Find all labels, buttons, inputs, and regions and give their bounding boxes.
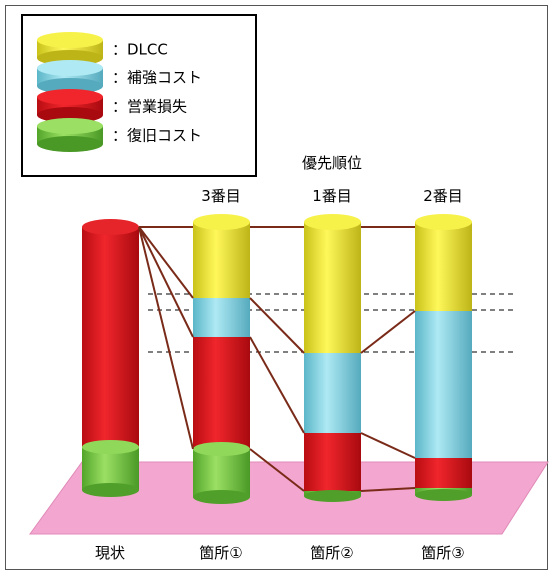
legend-label-dlcc: ：DLCC (112, 41, 168, 59)
legend-item-recovery: ：復旧コスト (37, 118, 202, 152)
column-current (82, 219, 139, 497)
rank-location-1: 3番目 (201, 187, 241, 205)
column-label-location-3: 箇所③ (421, 544, 464, 562)
legend-item-reinforce: ：補強コスト (37, 60, 202, 94)
connector-lines (138, 226, 416, 492)
column-label-location-2: 箇所② (310, 544, 353, 562)
column-location-1 (193, 214, 250, 504)
legend-label-reinforce: ：補強コスト (112, 69, 202, 87)
column-label-location-1: 箇所① (199, 544, 242, 562)
priority-title: 優先順位 (302, 154, 362, 172)
legend-label-recovery: ：復旧コスト (112, 127, 202, 145)
legend-label-loss: ：営業損失 (112, 98, 187, 116)
rank-location-2: 1番目 (312, 187, 352, 205)
rank-location-3: 2番目 (423, 187, 463, 205)
legend: ：DLCC ：補強コスト ：営業損失 ：復旧コスト (21, 14, 257, 177)
column-location-3 (415, 214, 472, 501)
column-location-2 (304, 214, 361, 502)
legend-item-loss: ：営業損失 (37, 89, 187, 123)
column-label-current: 現状 (95, 544, 125, 562)
